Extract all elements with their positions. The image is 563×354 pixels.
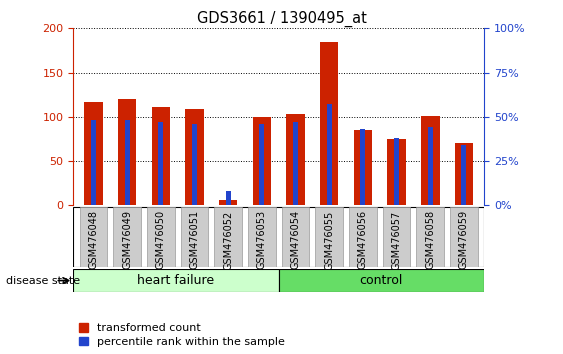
Bar: [151, 107, 170, 205]
Text: control: control: [360, 274, 403, 287]
Bar: [192, 124, 197, 205]
FancyBboxPatch shape: [181, 207, 208, 267]
Bar: [118, 99, 136, 205]
FancyBboxPatch shape: [383, 207, 410, 267]
Bar: [84, 102, 102, 205]
FancyBboxPatch shape: [349, 207, 377, 267]
Bar: [185, 109, 204, 205]
Bar: [428, 127, 433, 205]
Bar: [219, 200, 238, 205]
Text: GSM476048: GSM476048: [88, 210, 99, 269]
Bar: [253, 117, 271, 205]
Bar: [226, 191, 231, 205]
FancyBboxPatch shape: [417, 207, 444, 267]
Bar: [73, 269, 279, 292]
Bar: [462, 145, 467, 205]
Bar: [354, 130, 372, 205]
Text: GSM476058: GSM476058: [425, 210, 435, 269]
Bar: [421, 116, 440, 205]
FancyBboxPatch shape: [147, 207, 175, 267]
Bar: [279, 269, 484, 292]
Bar: [260, 124, 265, 205]
FancyBboxPatch shape: [282, 207, 309, 267]
FancyBboxPatch shape: [215, 207, 242, 267]
FancyBboxPatch shape: [113, 207, 141, 267]
Text: heart failure: heart failure: [137, 274, 215, 287]
Bar: [293, 122, 298, 205]
Bar: [124, 120, 129, 205]
Text: GSM476057: GSM476057: [392, 210, 401, 269]
Bar: [286, 114, 305, 205]
Text: GSM476054: GSM476054: [291, 210, 301, 269]
Text: GSM476053: GSM476053: [257, 210, 267, 269]
Bar: [360, 129, 365, 205]
Bar: [158, 122, 163, 205]
Text: GDS3661 / 1390495_at: GDS3661 / 1390495_at: [196, 11, 367, 27]
FancyBboxPatch shape: [248, 207, 276, 267]
Text: GSM476059: GSM476059: [459, 210, 469, 269]
Text: GSM476050: GSM476050: [156, 210, 166, 269]
Text: GSM476049: GSM476049: [122, 210, 132, 269]
Text: disease state: disease state: [6, 275, 80, 286]
Bar: [455, 143, 473, 205]
FancyBboxPatch shape: [79, 207, 107, 267]
Bar: [91, 120, 96, 205]
Bar: [387, 139, 406, 205]
FancyBboxPatch shape: [450, 207, 478, 267]
Text: GSM476055: GSM476055: [324, 210, 334, 269]
Legend: transformed count, percentile rank within the sample: transformed count, percentile rank withi…: [79, 323, 284, 347]
Text: GSM476051: GSM476051: [190, 210, 199, 269]
Text: GSM476056: GSM476056: [358, 210, 368, 269]
Bar: [320, 42, 338, 205]
FancyBboxPatch shape: [315, 207, 343, 267]
Text: GSM476052: GSM476052: [223, 210, 233, 269]
Bar: [327, 104, 332, 205]
Bar: [394, 138, 399, 205]
